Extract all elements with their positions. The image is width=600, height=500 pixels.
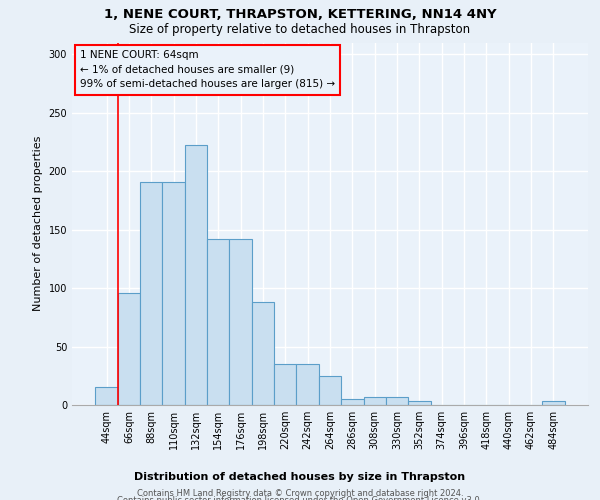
Bar [364,397,386,405]
Text: Contains HM Land Registry data © Crown copyright and database right 2024.: Contains HM Land Registry data © Crown c… [137,489,463,498]
Bar [185,146,207,405]
Bar [163,182,185,405]
Text: Size of property relative to detached houses in Thrapston: Size of property relative to detached ho… [130,24,470,36]
Bar [207,239,229,405]
Bar [274,364,296,405]
Bar [229,239,252,405]
Text: 1, NENE COURT, THRAPSTON, KETTERING, NN14 4NY: 1, NENE COURT, THRAPSTON, KETTERING, NN1… [104,8,496,20]
Text: Distribution of detached houses by size in Thrapston: Distribution of detached houses by size … [134,472,466,482]
Y-axis label: Number of detached properties: Number of detached properties [33,136,43,312]
Bar [140,182,163,405]
Text: 1 NENE COURT: 64sqm
← 1% of detached houses are smaller (9)
99% of semi-detached: 1 NENE COURT: 64sqm ← 1% of detached hou… [80,50,335,90]
Bar [341,399,364,405]
Bar [296,364,319,405]
Bar [118,292,140,405]
Bar [252,302,274,405]
Bar [386,397,408,405]
Text: Contains public sector information licensed under the Open Government Licence v3: Contains public sector information licen… [118,496,482,500]
Bar [319,376,341,405]
Bar [408,402,431,405]
Bar [95,388,118,405]
Bar [542,402,565,405]
